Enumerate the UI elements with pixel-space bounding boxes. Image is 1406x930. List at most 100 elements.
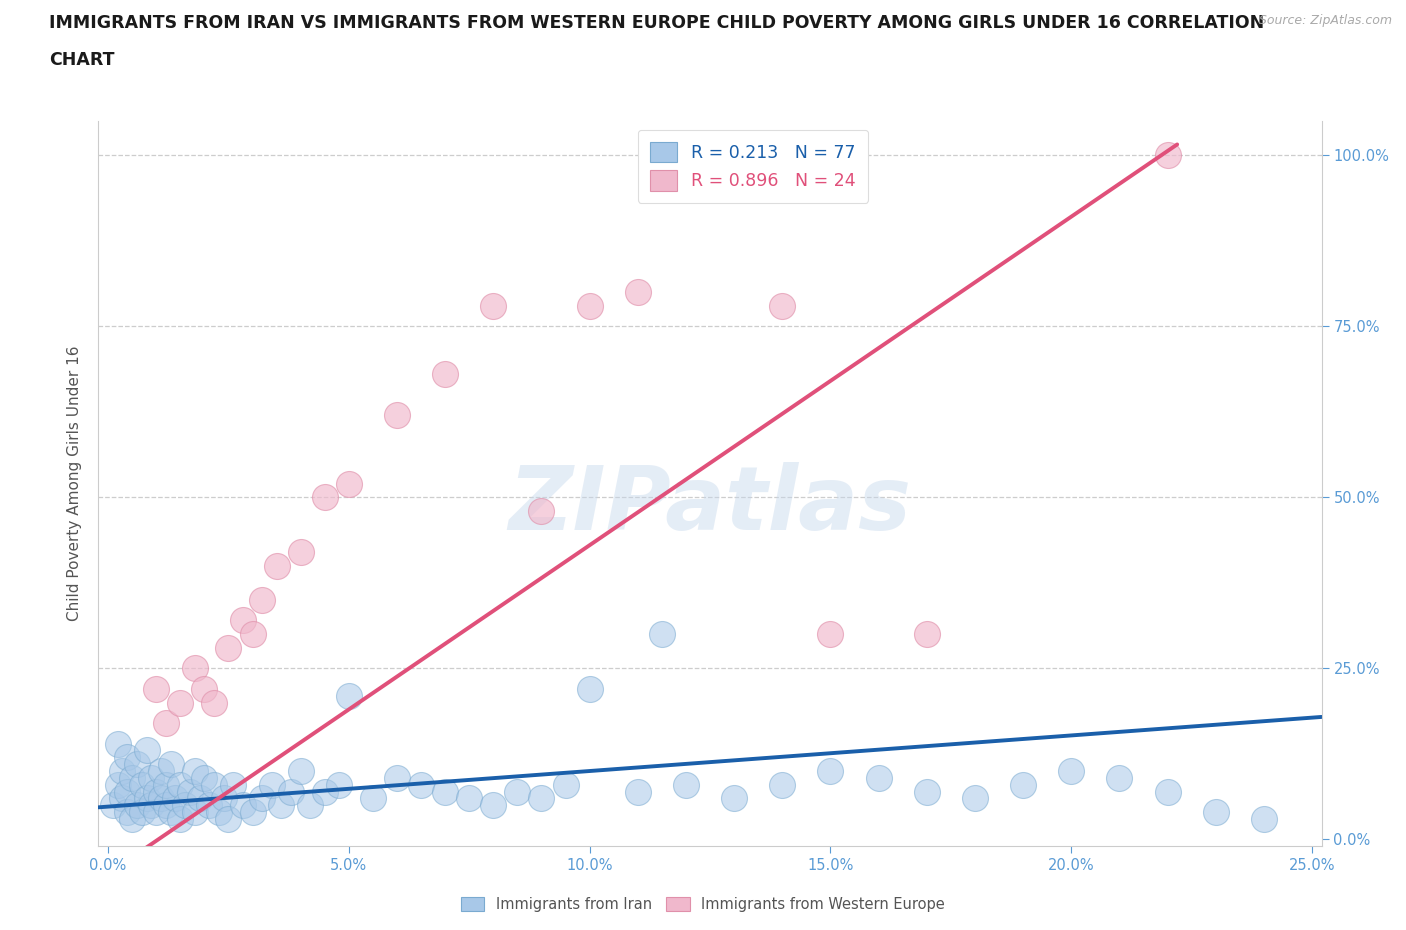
Point	[280, 784, 302, 799]
Point	[651, 627, 673, 642]
Point	[174, 798, 197, 813]
Point	[131, 777, 153, 792]
Point	[202, 777, 225, 792]
Point	[117, 804, 139, 819]
Point	[208, 804, 231, 819]
Point	[1205, 804, 1227, 819]
Point	[1156, 784, 1178, 799]
Point	[290, 764, 312, 778]
Legend: Immigrants from Iran, Immigrants from Western Europe: Immigrants from Iran, Immigrants from We…	[456, 891, 950, 918]
Point	[145, 804, 167, 819]
Point	[482, 299, 505, 313]
Point	[184, 661, 207, 676]
Point	[179, 784, 201, 799]
Point	[155, 798, 177, 813]
Point	[270, 798, 292, 813]
Point	[337, 476, 360, 491]
Point	[184, 764, 207, 778]
Text: CHART: CHART	[49, 51, 115, 69]
Point	[627, 285, 650, 299]
Point	[434, 784, 457, 799]
Point	[155, 777, 177, 792]
Point	[506, 784, 529, 799]
Point	[111, 764, 134, 778]
Point	[135, 790, 157, 805]
Point	[314, 490, 336, 505]
Point	[1108, 770, 1130, 785]
Point	[337, 688, 360, 703]
Point	[107, 777, 129, 792]
Point	[250, 790, 273, 805]
Point	[150, 790, 173, 805]
Point	[107, 737, 129, 751]
Point	[361, 790, 384, 805]
Point	[117, 784, 139, 799]
Point	[915, 784, 938, 799]
Point	[530, 790, 553, 805]
Point	[250, 592, 273, 607]
Point	[434, 366, 457, 381]
Point	[159, 757, 181, 772]
Point	[222, 777, 245, 792]
Point	[169, 777, 191, 792]
Point	[169, 812, 191, 827]
Point	[266, 558, 288, 573]
Point	[217, 812, 239, 827]
Point	[188, 790, 211, 805]
Point	[578, 299, 600, 313]
Point	[117, 750, 139, 764]
Point	[193, 682, 215, 697]
Point	[963, 790, 986, 805]
Point	[145, 784, 167, 799]
Point	[242, 804, 264, 819]
Point	[184, 804, 207, 819]
Y-axis label: Child Poverty Among Girls Under 16: Child Poverty Among Girls Under 16	[67, 346, 83, 621]
Point	[150, 764, 173, 778]
Point	[1253, 812, 1275, 827]
Point	[131, 804, 153, 819]
Point	[409, 777, 432, 792]
Point	[554, 777, 576, 792]
Point	[723, 790, 745, 805]
Point	[627, 784, 650, 799]
Point	[578, 682, 600, 697]
Point	[165, 790, 187, 805]
Point	[193, 770, 215, 785]
Point	[242, 627, 264, 642]
Point	[217, 641, 239, 656]
Point	[458, 790, 481, 805]
Point	[121, 770, 143, 785]
Point	[232, 613, 254, 628]
Point	[1012, 777, 1035, 792]
Point	[675, 777, 697, 792]
Point	[111, 790, 134, 805]
Point	[1156, 148, 1178, 163]
Point	[155, 716, 177, 731]
Point	[915, 627, 938, 642]
Point	[1060, 764, 1083, 778]
Point	[169, 695, 191, 710]
Point	[260, 777, 283, 792]
Point	[135, 743, 157, 758]
Point	[125, 798, 148, 813]
Point	[299, 798, 322, 813]
Point	[121, 812, 143, 827]
Point	[530, 503, 553, 518]
Point	[820, 627, 842, 642]
Point	[101, 798, 124, 813]
Point	[212, 790, 235, 805]
Point	[198, 798, 221, 813]
Point	[770, 777, 793, 792]
Text: ZIPatlas: ZIPatlas	[509, 462, 911, 549]
Point	[482, 798, 505, 813]
Point	[202, 695, 225, 710]
Legend: R = 0.213   N = 77, R = 0.896   N = 24: R = 0.213 N = 77, R = 0.896 N = 24	[637, 129, 868, 203]
Point	[385, 407, 408, 422]
Point	[290, 545, 312, 560]
Point	[770, 299, 793, 313]
Point	[141, 770, 163, 785]
Text: IMMIGRANTS FROM IRAN VS IMMIGRANTS FROM WESTERN EUROPE CHILD POVERTY AMONG GIRLS: IMMIGRANTS FROM IRAN VS IMMIGRANTS FROM …	[49, 14, 1264, 32]
Point	[868, 770, 890, 785]
Point	[141, 798, 163, 813]
Point	[820, 764, 842, 778]
